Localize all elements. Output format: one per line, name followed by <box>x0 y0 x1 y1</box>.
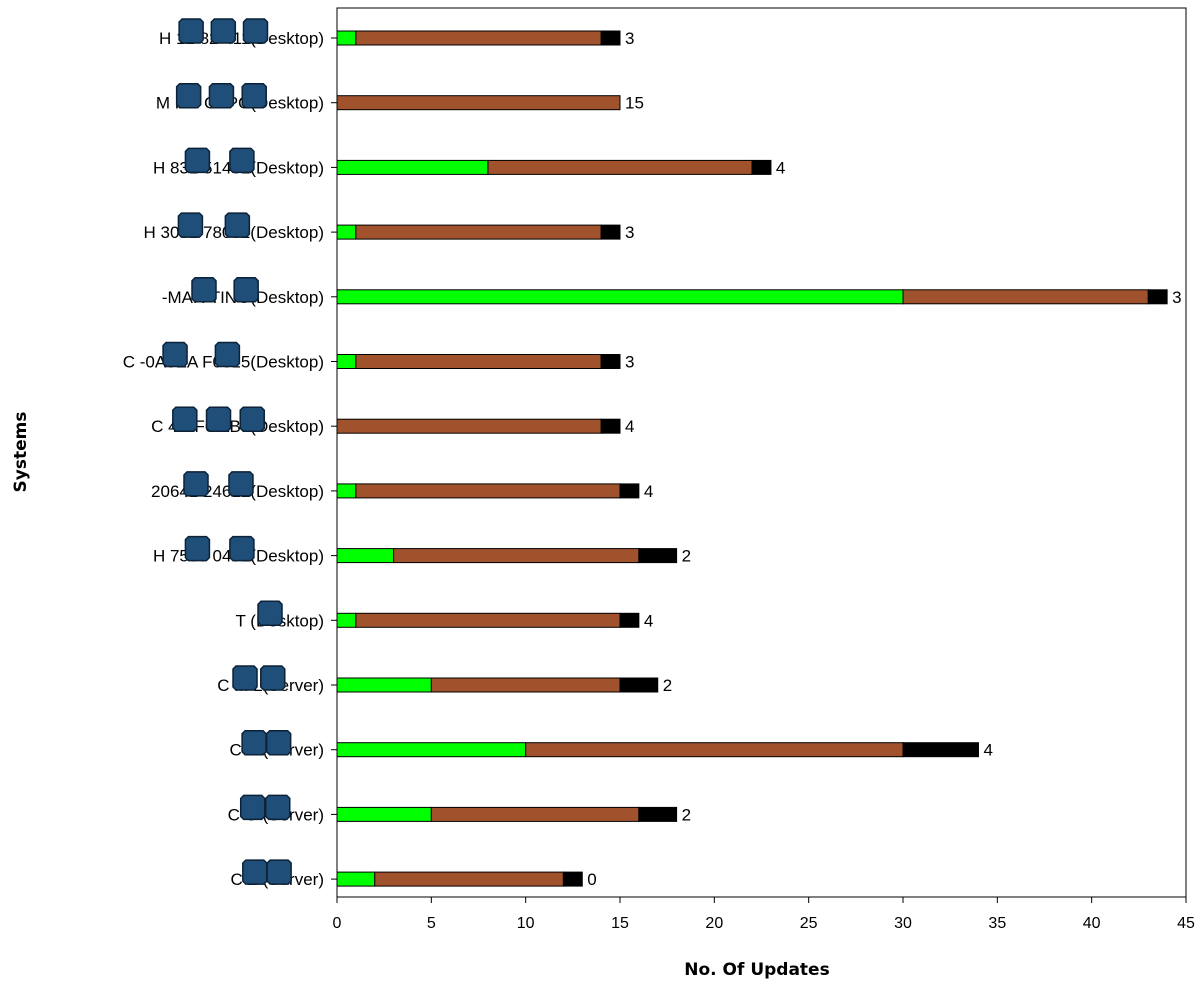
redaction-mark <box>229 535 255 562</box>
redaction-mark <box>257 600 283 627</box>
x-tick-label: 40 <box>1083 915 1101 932</box>
x-tick-label: 15 <box>611 915 629 932</box>
redaction-mark <box>242 859 268 885</box>
redaction-mark <box>265 729 292 756</box>
redaction-mark <box>175 82 202 109</box>
redaction-mark <box>224 212 251 238</box>
redaction-mark <box>177 212 204 238</box>
plot-area-frame <box>336 7 1187 898</box>
bar-data-label: 4 <box>644 482 653 501</box>
x-tick-label: 0 <box>333 915 342 932</box>
bar-segment-2 <box>638 548 678 564</box>
redaction-mark <box>210 18 237 44</box>
redaction-mark <box>232 665 258 691</box>
bar-segment-2 <box>600 354 621 369</box>
bar-data-label: 3 <box>625 353 634 372</box>
redaction-mark <box>205 406 232 432</box>
bar-segment-1 <box>355 612 621 628</box>
bar-segment-0 <box>336 483 357 499</box>
y-axis-title: Systems <box>11 412 31 493</box>
bar-segment-2 <box>638 806 678 822</box>
redaction-mark <box>208 82 235 109</box>
redaction-mark <box>241 82 267 109</box>
bar-segment-1 <box>336 418 602 434</box>
bar-segment-1 <box>393 548 640 564</box>
bar-segment-0 <box>336 354 357 369</box>
bar-segment-1 <box>525 742 904 758</box>
bar-segment-1 <box>430 677 621 693</box>
redaction-mark <box>265 794 291 821</box>
bar-segment-0 <box>336 742 527 758</box>
x-axis-title: No. Of Updates <box>684 960 829 980</box>
redaction-mark <box>162 341 188 368</box>
bar-segment-2 <box>600 224 621 240</box>
bar-segment-1 <box>374 871 564 887</box>
bar-segment-0 <box>336 677 432 693</box>
bar-segment-1 <box>355 30 602 46</box>
x-tick-label: 20 <box>705 915 723 932</box>
redaction-mark <box>266 859 292 885</box>
bar-segment-0 <box>336 612 357 628</box>
bar-segment-0 <box>336 806 432 822</box>
bar-data-label: 3 <box>625 223 634 242</box>
x-tick-label: 10 <box>517 915 535 932</box>
bar-data-label: 2 <box>663 676 672 695</box>
redaction-mark <box>242 18 269 44</box>
bar-segment-2 <box>1147 289 1168 305</box>
bar-data-label: 3 <box>625 29 634 48</box>
redaction-mark <box>172 406 198 432</box>
bar-segment-1 <box>355 224 602 240</box>
redaction-mark <box>228 471 254 497</box>
bar-data-label: 4 <box>644 611 653 630</box>
bar-segment-0 <box>336 159 489 175</box>
x-tick-label: 25 <box>800 915 818 932</box>
bar-segment-0 <box>336 548 395 564</box>
redaction-mark <box>233 277 259 303</box>
redaction-mark <box>184 535 211 562</box>
bar-data-label: 2 <box>682 547 691 566</box>
bar-data-label: 4 <box>983 741 992 760</box>
redaction-mark <box>178 18 204 44</box>
redaction-mark <box>239 406 265 432</box>
bar-segment-2 <box>619 677 659 693</box>
bar-segment-2 <box>619 483 640 499</box>
bar-segment-0 <box>336 30 357 46</box>
bar-segment-1 <box>336 95 621 111</box>
redaction-mark <box>260 665 286 691</box>
redaction-mark <box>214 341 241 368</box>
x-tick-label: 30 <box>894 915 912 932</box>
x-tick-label: 5 <box>427 915 436 932</box>
bar-data-label: 4 <box>776 158 785 177</box>
bar-segment-1 <box>487 159 753 175</box>
x-tick-label: 45 <box>1177 915 1195 932</box>
bar-segment-2 <box>600 30 621 46</box>
bar-segment-1 <box>430 806 640 822</box>
bar-data-label: 4 <box>625 417 634 436</box>
redaction-mark <box>239 794 266 821</box>
bar-data-label: 2 <box>682 805 691 824</box>
redaction-mark <box>191 277 217 303</box>
bar-segment-1 <box>902 289 1149 305</box>
redaction-mark <box>241 729 267 756</box>
x-tick-label: 35 <box>988 915 1006 932</box>
bar-segment-0 <box>336 224 357 240</box>
bar-segment-2 <box>600 418 621 434</box>
bar-segment-0 <box>336 871 376 887</box>
redaction-mark <box>183 471 209 497</box>
bar-segment-2 <box>619 612 640 628</box>
bar-segment-1 <box>355 483 621 499</box>
bar-segment-2 <box>751 159 772 175</box>
bar-segment-0 <box>336 289 904 305</box>
redaction-mark <box>184 147 211 174</box>
bar-data-label: 15 <box>625 94 644 113</box>
bar-data-label: 3 <box>1172 288 1181 307</box>
bar-segment-2 <box>902 742 979 758</box>
redaction-mark <box>229 147 255 174</box>
bar-segment-1 <box>355 354 602 369</box>
bar-segment-2 <box>562 871 583 887</box>
bar-data-label: 0 <box>587 870 596 889</box>
